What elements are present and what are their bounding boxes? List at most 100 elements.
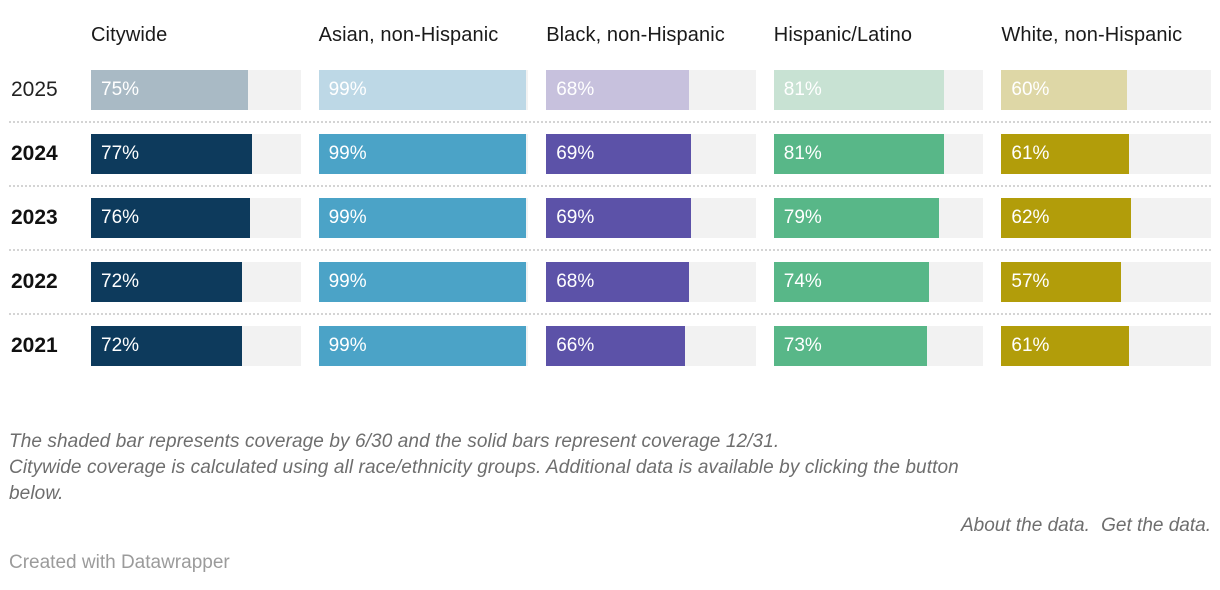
bar-track: 76%	[91, 198, 301, 238]
bar-value-label: 62%	[1011, 207, 1050, 228]
bar-value-label: 69%	[556, 207, 595, 228]
row-separator	[9, 249, 1211, 251]
bar-track: 75%	[91, 70, 301, 110]
bar-asian-2023: 99%	[318, 198, 527, 238]
bar-track: 68%	[546, 70, 756, 110]
bar-citywide-2024: 77%	[91, 134, 253, 174]
bar-white-2024: 61%	[1001, 134, 1130, 174]
note-line-3: below.	[9, 483, 64, 504]
bar-asian-2021: 99%	[318, 326, 527, 366]
bar-track: 61%	[1001, 134, 1211, 174]
row-2021: 2021 72% 99% 66% 73% 61%	[9, 326, 1211, 366]
row-2025: 2025 75% 99% 68% 81% 60%	[9, 70, 1211, 110]
bar-track: 57%	[1001, 262, 1211, 302]
bar-value-label: 74%	[783, 271, 822, 292]
bar-value-label: 68%	[556, 271, 595, 292]
bar-hispanic-2022: 74%	[773, 262, 929, 302]
bar-value-label: 99%	[328, 271, 367, 292]
bar-track: 66%	[546, 326, 756, 366]
bar-track: 79%	[773, 198, 984, 238]
column-header-hispanic: Hispanic/Latino	[773, 24, 913, 46]
bar-track: 73%	[773, 326, 984, 366]
bar-value-label: 75%	[101, 79, 140, 100]
row-2022: 2022 72% 99% 68% 74% 57%	[9, 262, 1211, 302]
chart-notes: The shaded bar represents coverage by 6/…	[9, 429, 1211, 507]
note-line-1: The shaded bar represents coverage by 6/…	[9, 431, 780, 452]
bar-black-2025: 68%	[546, 70, 689, 110]
bar-asian-2025: 99%	[318, 70, 527, 110]
bar-black-2024: 69%	[546, 134, 691, 174]
bar-track: 99%	[318, 198, 529, 238]
bar-citywide-2023: 76%	[91, 198, 251, 238]
about-the-data-link[interactable]: About the data.	[960, 515, 1090, 536]
bar-value-label: 72%	[101, 271, 140, 292]
row-separator	[9, 121, 1211, 123]
bar-hispanic-2023: 79%	[773, 198, 940, 238]
bar-value-label: 77%	[101, 143, 140, 164]
bar-value-label: 99%	[328, 207, 367, 228]
get-the-data-link[interactable]: Get the data.	[1101, 515, 1211, 536]
bar-track: 68%	[546, 262, 756, 302]
bar-track: 72%	[91, 262, 301, 302]
row-separator	[9, 185, 1211, 187]
year-label-2022: 2022	[11, 270, 58, 293]
bar-citywide-2021: 72%	[91, 326, 242, 366]
row-2024: 2024 77% 99% 69% 81% 61%	[9, 134, 1211, 174]
bar-track: 99%	[318, 134, 529, 174]
bar-track: 81%	[773, 70, 984, 110]
bar-track: 62%	[1001, 198, 1211, 238]
bar-value-label: 81%	[783, 79, 822, 100]
column-header-asian: Asian, non-Hispanic	[318, 24, 499, 46]
bar-track: 99%	[318, 262, 529, 302]
bar-black-2022: 68%	[546, 262, 689, 302]
column-header-black: Black, non-Hispanic	[546, 24, 725, 46]
column-headers: Citywide Asian, non-Hispanic Black, non-…	[9, 0, 1211, 70]
bar-white-2025: 60%	[1001, 70, 1128, 110]
column-header-citywide: Citywide	[91, 24, 168, 46]
year-label-2023: 2023	[11, 206, 58, 229]
bar-black-2021: 66%	[546, 326, 685, 366]
bar-value-label: 81%	[783, 143, 822, 164]
bar-track: 61%	[1001, 326, 1211, 366]
bar-value-label: 69%	[556, 143, 595, 164]
bar-asian-2022: 99%	[318, 262, 527, 302]
note-line-2: Citywide coverage is calculated using al…	[9, 457, 959, 478]
bar-black-2023: 69%	[546, 198, 691, 238]
bar-track: 74%	[773, 262, 984, 302]
bar-value-label: 57%	[1011, 271, 1050, 292]
byline: Created with Datawrapper	[9, 552, 1211, 574]
bar-hispanic-2024: 81%	[773, 134, 944, 174]
bar-citywide-2022: 72%	[91, 262, 242, 302]
bar-hispanic-2025: 81%	[773, 70, 944, 110]
bar-value-label: 79%	[783, 207, 822, 228]
bar-track: 81%	[773, 134, 984, 174]
bar-value-label: 61%	[1011, 335, 1050, 356]
bar-hispanic-2021: 73%	[773, 326, 927, 366]
bar-value-label: 99%	[328, 79, 367, 100]
bar-value-label: 73%	[783, 335, 822, 356]
bar-value-label: 99%	[328, 143, 367, 164]
year-label-2024: 2024	[11, 142, 58, 165]
bar-asian-2024: 99%	[318, 134, 527, 174]
bar-white-2022: 57%	[1001, 262, 1121, 302]
bar-track: 69%	[546, 198, 756, 238]
column-header-white: White, non-Hispanic	[1001, 24, 1183, 46]
bar-track: 60%	[1001, 70, 1211, 110]
year-label-2021: 2021	[11, 334, 58, 357]
data-links-row: About the data. Get the data.	[9, 513, 1211, 539]
bar-track: 99%	[318, 326, 529, 366]
year-label-2025: 2025	[11, 78, 58, 101]
bar-track: 69%	[546, 134, 756, 174]
bar-value-label: 66%	[556, 335, 595, 356]
bar-value-label: 72%	[101, 335, 140, 356]
bar-white-2023: 62%	[1001, 198, 1132, 238]
bar-value-label: 76%	[101, 207, 140, 228]
bar-track: 77%	[91, 134, 301, 174]
datawrapper-attribution-link[interactable]: Created with Datawrapper	[9, 552, 230, 573]
bar-citywide-2025: 75%	[91, 70, 249, 110]
bar-value-label: 60%	[1011, 79, 1050, 100]
bar-white-2021: 61%	[1001, 326, 1130, 366]
bar-value-label: 68%	[556, 79, 595, 100]
bar-value-label: 99%	[328, 335, 367, 356]
bar-track: 99%	[318, 70, 529, 110]
